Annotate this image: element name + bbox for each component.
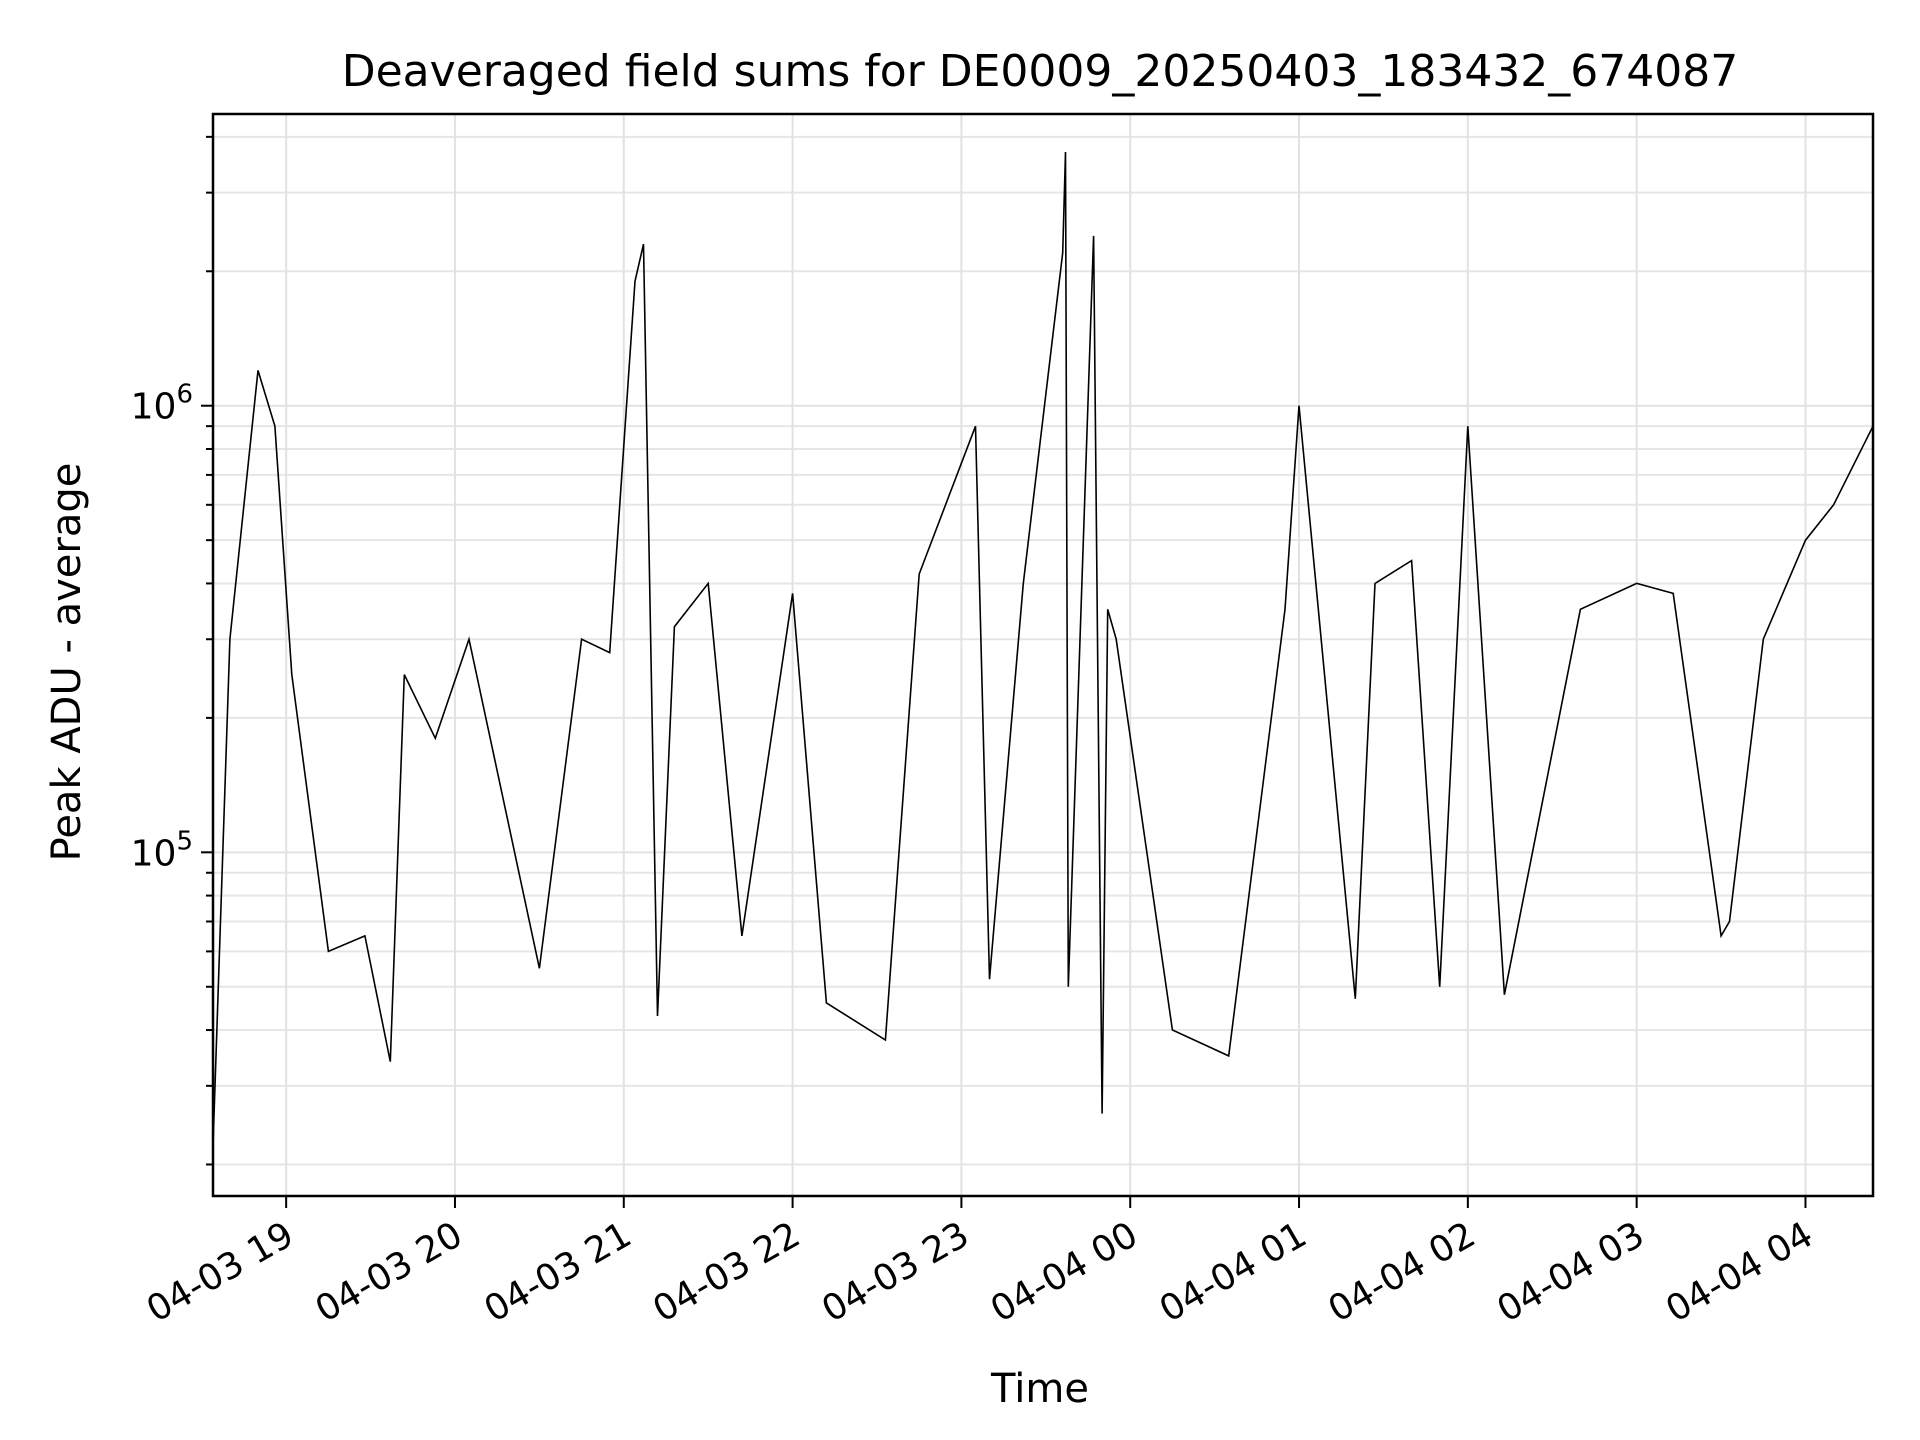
x-axis-label: Time [990, 1366, 1089, 1412]
x-tick-label: 04-04 01 [1153, 1214, 1314, 1330]
grid-lines [213, 114, 1873, 1196]
chart-title: Deaveraged field sums for DE0009_2025040… [342, 46, 1739, 97]
x-tick-label: 04-04 00 [984, 1214, 1145, 1330]
x-tick-label: 04-03 20 [309, 1214, 470, 1330]
y-axis-label: Peak ADU - average [44, 463, 90, 862]
series-line [212, 151, 1874, 1147]
y-tick-label: 105 [131, 826, 193, 874]
x-tick-label: 04-03 22 [646, 1214, 807, 1330]
plot-frame [211, 112, 1875, 1198]
x-tick-label: 04-04 04 [1659, 1214, 1820, 1330]
x-tick-label: 04-03 23 [815, 1214, 976, 1330]
y-tick-label: 106 [131, 380, 193, 428]
x-tick-label: 04-04 03 [1490, 1214, 1651, 1330]
data-series [212, 151, 1874, 1147]
x-tick-label: 04-03 21 [478, 1214, 639, 1330]
x-tick-label: 04-04 02 [1322, 1214, 1483, 1330]
x-tick-label: 04-03 19 [140, 1214, 301, 1330]
